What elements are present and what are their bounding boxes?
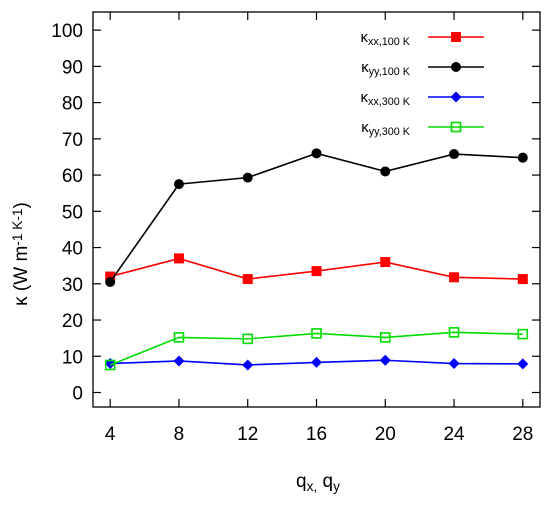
data-point (449, 149, 460, 160)
series-1 (105, 148, 528, 287)
x-tick-label: 28 (512, 424, 533, 445)
y-tick-label: 40 (62, 239, 83, 260)
plot-frame (92, 11, 541, 408)
y-tick-label: 30 (62, 275, 83, 296)
y-tick-label: 70 (62, 130, 83, 151)
data-point (242, 172, 253, 183)
legend-label: κxx,300 K (360, 89, 410, 108)
data-point (242, 359, 254, 371)
x-tick-label: 20 (375, 424, 396, 445)
legend-marker (451, 32, 461, 42)
series-0 (105, 253, 528, 285)
x-tick-label: 12 (237, 424, 258, 445)
data-point (379, 354, 391, 366)
series-2 (104, 354, 529, 371)
x-tick-label: 24 (443, 424, 465, 445)
series-3 (104, 327, 529, 371)
x-tick-label: 4 (105, 424, 116, 445)
data-point (448, 327, 460, 338)
data-point (105, 271, 116, 282)
legend-label: κyy,300 K (361, 119, 411, 138)
legend-label: κyy,100 K (361, 59, 411, 78)
legend-marker (450, 91, 462, 103)
data-point (517, 358, 529, 370)
y-tick-label: 20 (62, 311, 83, 332)
data-point (311, 328, 322, 339)
data-point (449, 272, 460, 283)
series-line (109, 331, 523, 366)
data-point (380, 257, 391, 268)
data-point (173, 332, 185, 343)
y-tick-label: 80 (62, 94, 83, 115)
legend-item: κyy,100 K (361, 59, 484, 78)
data-point (380, 166, 391, 177)
data-point (517, 152, 528, 163)
legend-marker (450, 121, 462, 133)
axes-layer: 0 10 20 30 40 50 60 70 80 90 100 4 8 12 16 20 24 28 (51, 11, 541, 445)
x-tick-label: 8 (174, 424, 185, 445)
legend: κxx,100 K κyy,100 K κxx,300 K κyy,300 K (360, 29, 484, 138)
data-point (311, 266, 322, 277)
data-point (104, 359, 116, 371)
data-point (517, 274, 528, 285)
data-point (242, 274, 253, 285)
legend-item: κxx,100 K (360, 29, 484, 48)
legend-label: κxx,100 K (360, 29, 410, 48)
y-tick-label: 10 (62, 347, 83, 368)
data-point (242, 333, 254, 345)
y-tick-label: 90 (62, 57, 83, 78)
data-point (173, 253, 184, 264)
y-tick-label: 50 (62, 202, 83, 223)
y-tick-label: 0 (72, 384, 83, 405)
y-tick-label: 60 (62, 166, 83, 187)
data-point (173, 179, 184, 190)
series-layer (104, 148, 529, 371)
legend-item: κyy,300 K (361, 119, 484, 138)
data-point (311, 356, 322, 368)
y-axis-label: κ (W m-1 K-1) (10, 202, 32, 306)
x-axis-label: qx, qy (296, 471, 340, 494)
y-tick-label: 100 (51, 21, 83, 42)
data-point (379, 332, 391, 343)
data-point (517, 328, 529, 340)
data-point (448, 358, 460, 370)
legend-item: κxx,300 K (360, 89, 484, 108)
data-point (105, 276, 116, 287)
series-line (109, 152, 523, 283)
data-point (173, 355, 185, 367)
legend-marker (451, 62, 461, 72)
x-tick-label: 16 (306, 424, 327, 445)
data-point (311, 148, 322, 159)
